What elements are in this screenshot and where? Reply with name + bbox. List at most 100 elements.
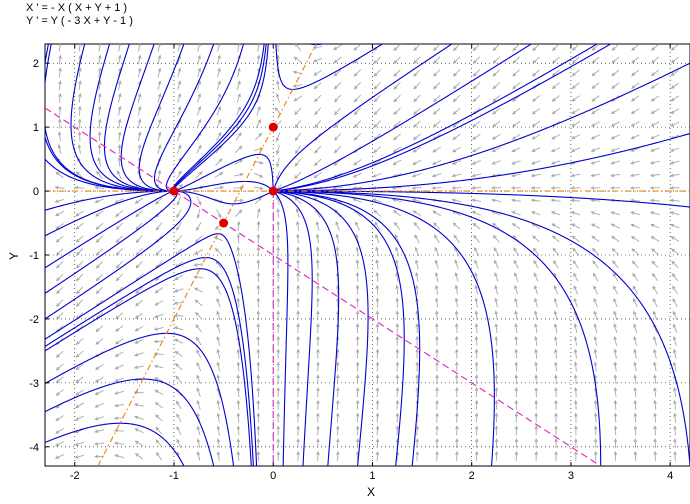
field-arrow: [571, 121, 580, 127]
field-arrow: [193, 287, 204, 293]
field-arrow: [375, 386, 380, 397]
field-arrow: [494, 438, 499, 449]
field-arrow: [154, 389, 164, 396]
field-arrow: [316, 412, 320, 423]
field-arrow: [433, 56, 441, 64]
field-arrow: [157, 144, 162, 154]
field-arrow: [375, 348, 380, 359]
field-arrow: [294, 132, 301, 142]
field-arrow: [649, 198, 660, 203]
field-arrow: [653, 412, 657, 423]
field-arrow: [571, 44, 580, 51]
field-arrow: [276, 284, 281, 295]
field-arrow: [98, 105, 102, 116]
field-arrow: [435, 361, 439, 372]
field-arrow: [653, 399, 657, 410]
field-arrow: [236, 259, 241, 270]
field-arrow: [316, 348, 320, 359]
field-arrow: [669, 211, 680, 215]
field-arrow: [591, 95, 600, 102]
field-arrow: [533, 297, 538, 308]
field-arrow: [534, 412, 538, 423]
field-arrow: [591, 69, 600, 77]
field-arrow: [393, 133, 401, 141]
field-arrow: [296, 450, 300, 461]
field-arrow: [451, 160, 462, 165]
field-arrow: [571, 95, 580, 102]
field-arrow: [256, 246, 261, 257]
field-arrow: [435, 386, 439, 397]
field-arrow: [316, 399, 320, 410]
field-arrow: [315, 246, 320, 257]
field-arrow: [177, 80, 182, 91]
field-arrow: [113, 441, 124, 446]
field-arrow: [333, 44, 342, 51]
field-arrow: [494, 386, 499, 397]
field-arrow: [355, 221, 360, 231]
field-arrow: [514, 361, 519, 372]
trajectory: [172, 44, 267, 192]
field-arrow: [395, 374, 400, 385]
field-arrow: [175, 222, 182, 231]
trajectory: [273, 190, 340, 466]
field-arrow: [316, 361, 320, 372]
field-arrow: [176, 438, 182, 448]
field-arrow: [217, 54, 221, 65]
trajectory: [273, 132, 690, 192]
field-arrow: [256, 105, 261, 116]
field-arrow: [194, 299, 203, 307]
field-arrow: [114, 338, 124, 345]
field-arrow: [613, 285, 618, 295]
field-arrow: [58, 118, 62, 129]
field-arrow: [176, 196, 181, 206]
field-arrow: [492, 44, 501, 52]
field-arrow: [137, 54, 142, 65]
field-arrow: [649, 160, 660, 165]
field-arrow: [196, 451, 201, 461]
field-arrow: [355, 438, 360, 449]
field-arrow: [572, 247, 580, 256]
field-arrow: [593, 425, 598, 436]
field-arrow: [55, 415, 64, 422]
field-arrow: [413, 222, 421, 230]
field-arrow: [511, 147, 521, 152]
field-arrow: [514, 425, 519, 436]
field-arrow: [393, 69, 401, 77]
field-arrow: [553, 310, 558, 321]
field-arrow: [591, 82, 600, 89]
field-arrow: [554, 361, 558, 372]
field-arrow: [395, 297, 399, 308]
field-arrow: [294, 145, 301, 155]
field-arrow: [472, 222, 481, 230]
field-arrow: [236, 284, 241, 295]
field-arrow: [117, 170, 122, 180]
field-arrow: [236, 450, 241, 461]
field-arrow: [296, 220, 300, 231]
field-arrow: [630, 95, 640, 102]
nullcline: [45, 107, 601, 466]
field-arrow: [332, 186, 343, 190]
field-arrow: [118, 54, 122, 65]
field-arrow: [276, 207, 280, 218]
field-arrow: [494, 335, 499, 346]
field-arrow: [530, 186, 541, 190]
field-arrow: [54, 454, 65, 459]
field-arrow: [58, 67, 62, 78]
field-arrow: [531, 147, 541, 152]
field-arrow: [610, 147, 620, 152]
field-arrow: [74, 441, 85, 446]
field-arrow: [173, 326, 184, 331]
field-arrow: [574, 399, 578, 410]
field-arrow: [534, 438, 539, 449]
field-arrow: [633, 399, 638, 410]
field-arrow: [195, 171, 203, 179]
field-arrow: [75, 286, 84, 295]
field-arrow: [494, 425, 499, 436]
field-arrow: [471, 146, 481, 153]
field-arrow: [75, 235, 84, 243]
field-arrow: [316, 310, 320, 321]
field-arrow: [630, 134, 640, 140]
field-arrow: [652, 272, 659, 282]
field-arrow: [553, 284, 559, 295]
field-arrow: [553, 297, 558, 308]
